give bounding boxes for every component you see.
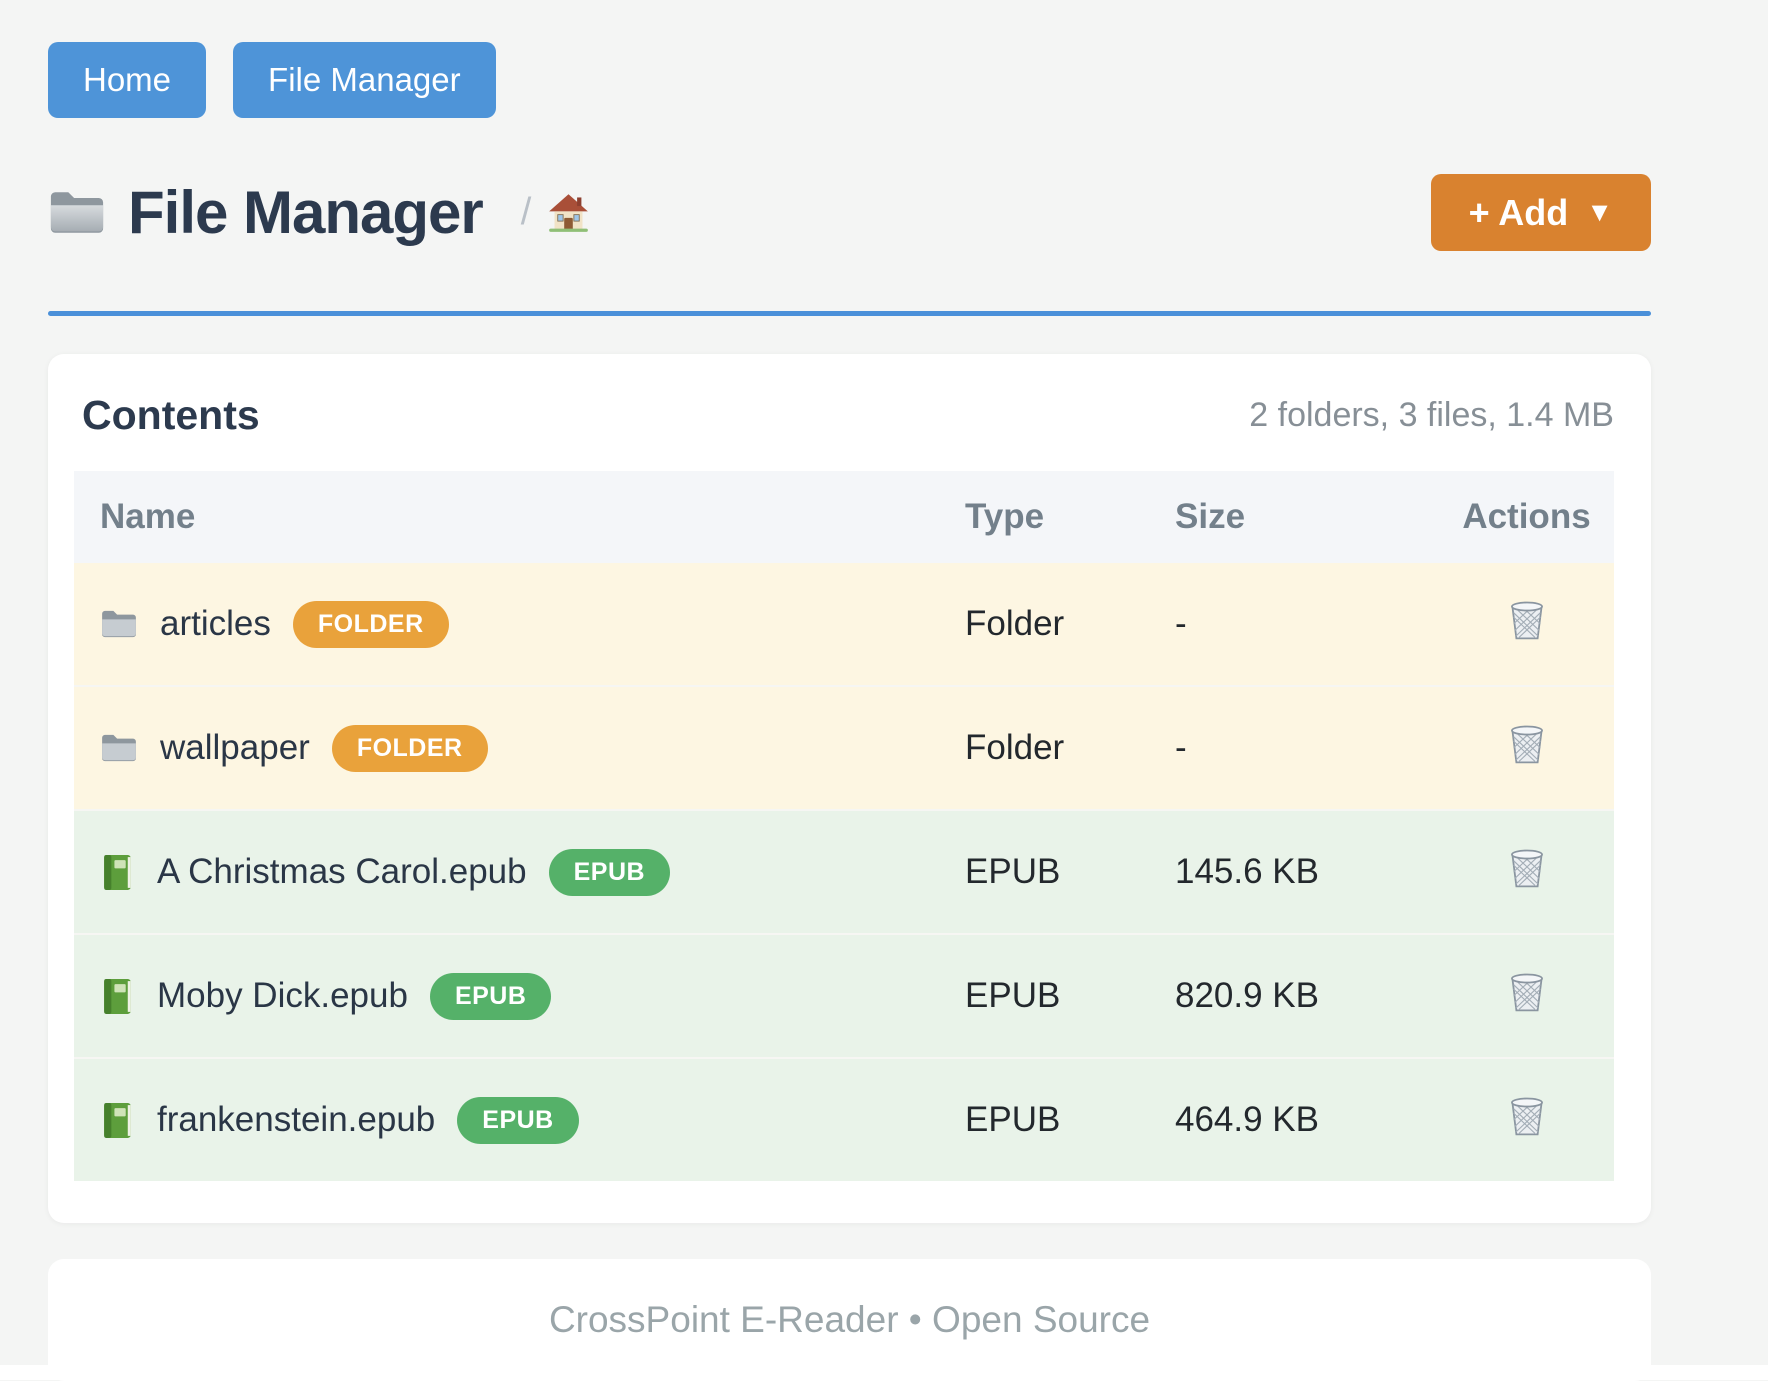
type-cell: EPUB [939, 1057, 1149, 1181]
file-name[interactable]: A Christmas Carol.epub [157, 852, 527, 891]
column-header-type: Type [939, 471, 1149, 563]
name-cell: articles FOLDER [74, 563, 939, 686]
nav-home-button[interactable]: Home [48, 42, 207, 118]
footer-text: CrossPoint E-Reader • Open Source [548, 1299, 1151, 1340]
table-row: wallpaper FOLDER Folder - [74, 685, 1614, 810]
breadcrumb-separator: / [520, 191, 532, 233]
page-title: File Manager [128, 179, 484, 246]
window-edge [0, 1365, 1768, 1380]
trash-icon [1508, 973, 1546, 1017]
title-divider [48, 311, 1651, 316]
name-cell: wallpaper FOLDER [74, 685, 939, 810]
trash-icon [1508, 849, 1546, 893]
contents-heading: Contents [82, 392, 260, 438]
size-cell: 820.9 KB [1149, 933, 1439, 1058]
type-badge: EPUB [457, 1096, 579, 1144]
delete-button[interactable] [1502, 845, 1552, 895]
green-book-icon [100, 1101, 135, 1140]
name-cell: frankenstein.epub EPUB [74, 1057, 939, 1181]
table-row: A Christmas Carol.epub EPUB EPUB 145.6 KB [74, 809, 1614, 934]
add-button[interactable]: + Add ▼ [1430, 174, 1651, 251]
contents-summary: 2 folders, 3 files, 1.4 MB [1249, 396, 1614, 434]
top-nav: Home File Manager [48, 42, 1651, 118]
size-cell: 464.9 KB [1149, 1057, 1439, 1181]
caret-down-icon: ▼ [1586, 197, 1613, 227]
file-name[interactable]: wallpaper [160, 728, 310, 767]
delete-button[interactable] [1502, 1093, 1552, 1143]
trash-icon [1508, 601, 1546, 645]
type-cell: EPUB [939, 933, 1149, 1058]
actions-cell [1439, 933, 1614, 1058]
actions-cell [1439, 685, 1614, 810]
name-cell: A Christmas Carol.epub EPUB [74, 809, 939, 934]
column-header-name: Name [74, 471, 939, 563]
delete-button[interactable] [1502, 969, 1552, 1019]
column-header-actions: Actions [1439, 471, 1614, 563]
actions-cell [1439, 809, 1614, 934]
footer-card: CrossPoint E-Reader • Open Source [48, 1259, 1651, 1381]
type-badge: FOLDER [292, 600, 449, 648]
size-cell: - [1149, 685, 1439, 810]
green-book-icon [100, 853, 135, 892]
contents-table: Name Type Size Actions articles FOLDER Fol… [74, 471, 1614, 1181]
breadcrumb: / [521, 191, 591, 234]
table-row: Moby Dick.epub EPUB EPUB 820.9 KB [74, 933, 1614, 1058]
file-name[interactable]: articles [160, 604, 271, 643]
folder-icon [100, 609, 138, 639]
type-badge: EPUB [548, 848, 671, 896]
trash-icon [1508, 1097, 1546, 1141]
table-header: Name Type Size Actions [74, 471, 1614, 563]
contents-card: Contents 2 folders, 3 files, 1.4 MB Name… [48, 354, 1651, 1223]
file-name[interactable]: Moby Dick.epub [157, 976, 408, 1015]
size-cell: 145.6 KB [1149, 809, 1439, 934]
type-cell: Folder [965, 604, 1065, 643]
folder-icon [100, 733, 138, 763]
title-group: File Manager / [48, 178, 1431, 247]
green-book-icon [100, 977, 135, 1016]
nav-file-manager-button[interactable]: File Manager [233, 42, 496, 118]
folder-icon [48, 189, 106, 236]
delete-button[interactable] [1502, 721, 1552, 771]
name-cell: Moby Dick.epub EPUB [74, 933, 939, 1058]
add-button-label: + Add [1468, 191, 1569, 233]
size-cell: - [1175, 604, 1187, 643]
table-header-row: Name Type Size Actions [74, 471, 1614, 563]
file-name[interactable]: frankenstein.epub [157, 1100, 436, 1139]
page-header: File Manager / + Add ▼ [48, 174, 1651, 251]
table-row: frankenstein.epub EPUB EPUB 464.9 KB [74, 1057, 1614, 1181]
trash-icon [1508, 725, 1546, 769]
type-cell: Folder [939, 685, 1149, 810]
column-header-size: Size [1149, 471, 1439, 563]
type-badge: EPUB [429, 972, 552, 1020]
actions-cell [1439, 563, 1614, 686]
table-row: articles FOLDER Folder - [74, 563, 1614, 686]
house-icon[interactable] [547, 192, 590, 233]
contents-card-header: Contents 2 folders, 3 files, 1.4 MB [74, 392, 1614, 471]
delete-button[interactable] [1502, 597, 1552, 647]
contents-table-body: articles FOLDER Folder - wallpaper FOLDER Fold… [74, 563, 1614, 1181]
type-badge: FOLDER [331, 724, 488, 772]
actions-cell [1439, 1057, 1614, 1181]
type-cell: EPUB [939, 809, 1149, 934]
